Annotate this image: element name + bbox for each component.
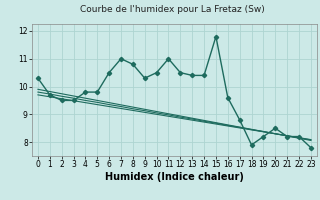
X-axis label: Humidex (Indice chaleur): Humidex (Indice chaleur) [105, 172, 244, 182]
Text: Courbe de l'humidex pour La Fretaz (Sw): Courbe de l'humidex pour La Fretaz (Sw) [80, 5, 265, 14]
